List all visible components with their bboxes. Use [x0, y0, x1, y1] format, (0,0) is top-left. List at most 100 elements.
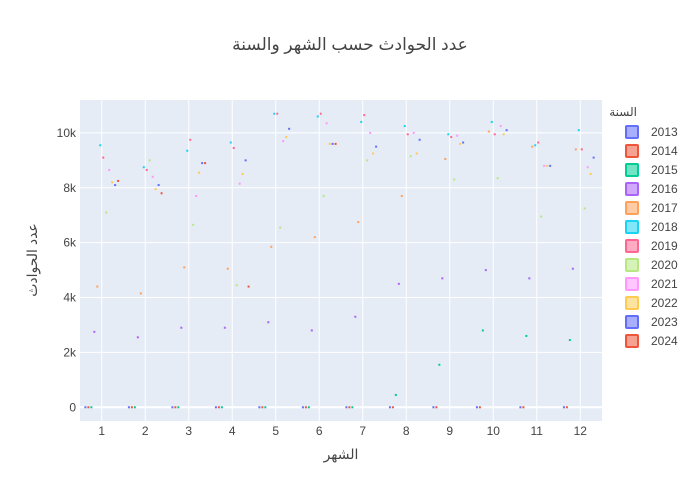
- y-tick-label: 6k: [63, 236, 77, 250]
- data-point-2023: [157, 184, 160, 187]
- data-point-2019: [319, 112, 322, 115]
- legend-swatch: [625, 239, 639, 253]
- data-point-2021: [456, 134, 459, 137]
- grid-lines: [80, 100, 602, 421]
- data-point-2021: [238, 182, 241, 185]
- legend-item-2017[interactable]: 2017: [625, 201, 678, 215]
- data-point-2014: [348, 406, 351, 409]
- legend-item-2020[interactable]: 2020: [625, 258, 678, 272]
- data-point-2014: [522, 406, 525, 409]
- data-point-2013: [432, 406, 435, 409]
- data-point-2024: [247, 285, 250, 288]
- data-point-2022: [372, 152, 375, 155]
- data-point-2014: [478, 406, 481, 409]
- legend-label: 2018: [651, 220, 678, 234]
- y-axis-label: عدد الحوادث: [24, 223, 41, 297]
- data-point-2023: [114, 184, 117, 187]
- legend-swatch: [625, 163, 639, 177]
- data-point-2013: [301, 406, 304, 409]
- data-point-2021: [151, 175, 154, 178]
- data-point-2018: [490, 120, 493, 123]
- data-point-2017: [400, 195, 403, 198]
- legend-swatch: [625, 277, 639, 291]
- data-point-2015: [220, 406, 223, 409]
- data-point-2018: [447, 133, 450, 136]
- x-tick-label: 7: [359, 424, 366, 438]
- x-tick-label: 10: [487, 424, 501, 438]
- legend-item-2018[interactable]: 2018: [625, 220, 678, 234]
- data-point-2022: [241, 173, 244, 176]
- data-point-2022: [328, 142, 331, 145]
- data-point-2022: [502, 133, 505, 136]
- legend-label: 2024: [651, 334, 678, 348]
- data-point-2023: [201, 162, 204, 165]
- data-point-2019: [450, 136, 453, 139]
- data-point-2014: [174, 406, 177, 409]
- data-point-2019: [493, 133, 496, 136]
- data-point-2018: [273, 112, 276, 115]
- data-point-2022: [589, 173, 592, 176]
- x-tick-label: 5: [272, 424, 279, 438]
- legend-item-2021[interactable]: 2021: [625, 277, 678, 291]
- data-point-2019: [189, 138, 192, 141]
- data-point-2013: [562, 406, 565, 409]
- legend-item-2022[interactable]: 2022: [625, 296, 678, 310]
- data-point-2020: [235, 284, 238, 287]
- data-point-2018: [534, 144, 537, 147]
- data-point-2015: [568, 339, 571, 342]
- data-point-2021: [108, 168, 111, 171]
- data-point-2016: [267, 321, 270, 324]
- legend-swatch: [625, 315, 639, 329]
- data-point-2017: [313, 236, 316, 239]
- data-point-2014: [435, 406, 438, 409]
- data-point-2016: [180, 326, 183, 329]
- legend-item-2013[interactable]: 2013: [625, 125, 678, 139]
- data-point-2015: [133, 406, 136, 409]
- legend-item-2014[interactable]: 2014: [625, 144, 678, 158]
- data-point-2014: [130, 406, 133, 409]
- legend-title: السنة: [609, 105, 637, 119]
- data-point-2016: [310, 329, 313, 332]
- data-point-2018: [403, 125, 406, 128]
- data-point-2016: [93, 330, 96, 333]
- data-point-2021: [282, 140, 285, 143]
- legend-label: 2014: [651, 144, 678, 158]
- data-point-2016: [136, 336, 139, 339]
- data-point-2018: [186, 149, 189, 152]
- data-point-2013: [345, 406, 348, 409]
- data-point-2019: [537, 141, 540, 144]
- data-point-2019: [276, 112, 279, 115]
- legend-item-2023[interactable]: 2023: [625, 315, 678, 329]
- plot-area: [80, 100, 602, 421]
- data-point-2023: [592, 156, 595, 159]
- data-point-2015: [351, 406, 354, 409]
- data-point-2022: [459, 142, 462, 145]
- data-point-2024: [204, 162, 207, 165]
- x-tick-label: 9: [446, 424, 453, 438]
- legend-label: 2019: [651, 239, 678, 253]
- legend-item-2019[interactable]: 2019: [625, 239, 678, 253]
- x-tick-label: 8: [403, 424, 410, 438]
- legend-swatch: [625, 182, 639, 196]
- data-point-2016: [484, 269, 487, 272]
- legend-item-2024[interactable]: 2024: [625, 334, 678, 348]
- legend-item-2015[interactable]: 2015: [625, 163, 678, 177]
- data-point-2014: [565, 406, 568, 409]
- data-point-2022: [111, 181, 114, 184]
- legend-item-2016[interactable]: 2016: [625, 182, 678, 196]
- legend-label: 2020: [651, 258, 678, 272]
- legend-label: 2015: [651, 163, 678, 177]
- y-tick-label: 4k: [63, 291, 77, 305]
- data-point-2013: [84, 406, 87, 409]
- data-point-2015: [525, 334, 528, 337]
- data-point-2013: [171, 406, 174, 409]
- data-point-2020: [496, 177, 499, 180]
- data-point-2021: [586, 166, 589, 169]
- data-point-2020: [279, 226, 282, 229]
- legend-swatch: [625, 201, 639, 215]
- x-tick-label: 4: [229, 424, 236, 438]
- legend[interactable]: السنة 2013 2014 2015 2016 2017 2018 2019 2020 20…: [609, 105, 678, 348]
- x-tick-label: 1: [98, 424, 105, 438]
- data-point-2017: [531, 145, 534, 148]
